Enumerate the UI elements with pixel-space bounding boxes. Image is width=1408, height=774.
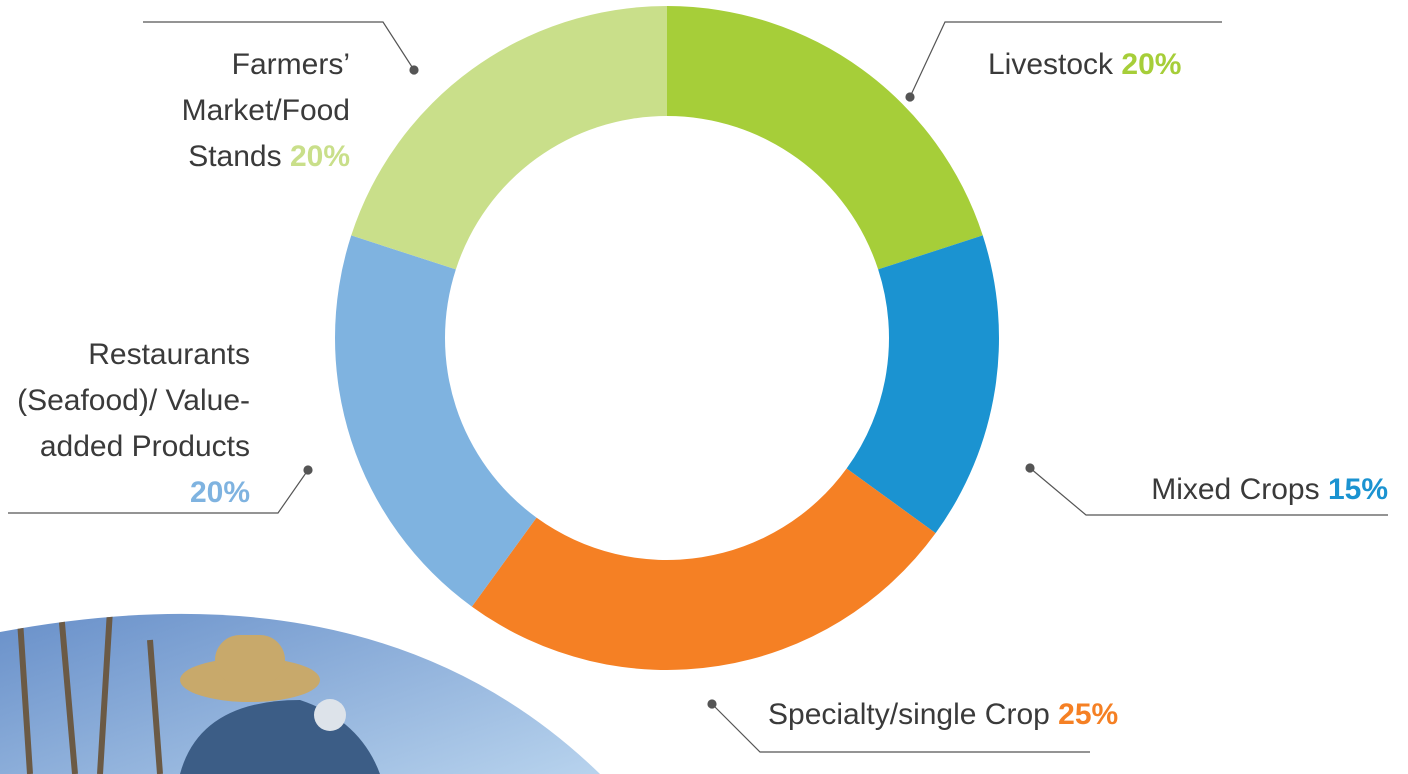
category-name: Specialty/single Crop	[768, 698, 1050, 731]
category-name: Farmers’ Market/Food Stands	[181, 48, 350, 173]
value-label: 15%	[1327, 473, 1388, 506]
donut-segment	[335, 235, 537, 607]
slice-label: Mixed Crops 15%	[1000, 467, 1388, 513]
donut-segment	[667, 6, 983, 270]
slice-label: Farmers’ Market/Food Stands 20%	[100, 42, 350, 180]
value-label: 20%	[289, 140, 350, 173]
slice-label: Specialty/single Crop 25%	[768, 692, 1268, 738]
category-name: Livestock	[988, 48, 1114, 81]
value-label: 20%	[1121, 48, 1182, 81]
slice-label: Livestock 20%	[988, 42, 1368, 88]
leader-lines	[8, 21, 1388, 753]
value-label: 20%	[189, 476, 250, 509]
donut-segment	[351, 6, 667, 270]
category-name: Mixed Crops	[1151, 473, 1320, 506]
category-name: Restaurants (Seafood)/ Value-added Produ…	[17, 338, 250, 463]
donut-segment	[846, 235, 999, 534]
donut-segment	[471, 468, 936, 670]
value-label: 25%	[1058, 698, 1119, 731]
slice-label: Restaurants (Seafood)/ Value-added Produ…	[0, 332, 250, 516]
